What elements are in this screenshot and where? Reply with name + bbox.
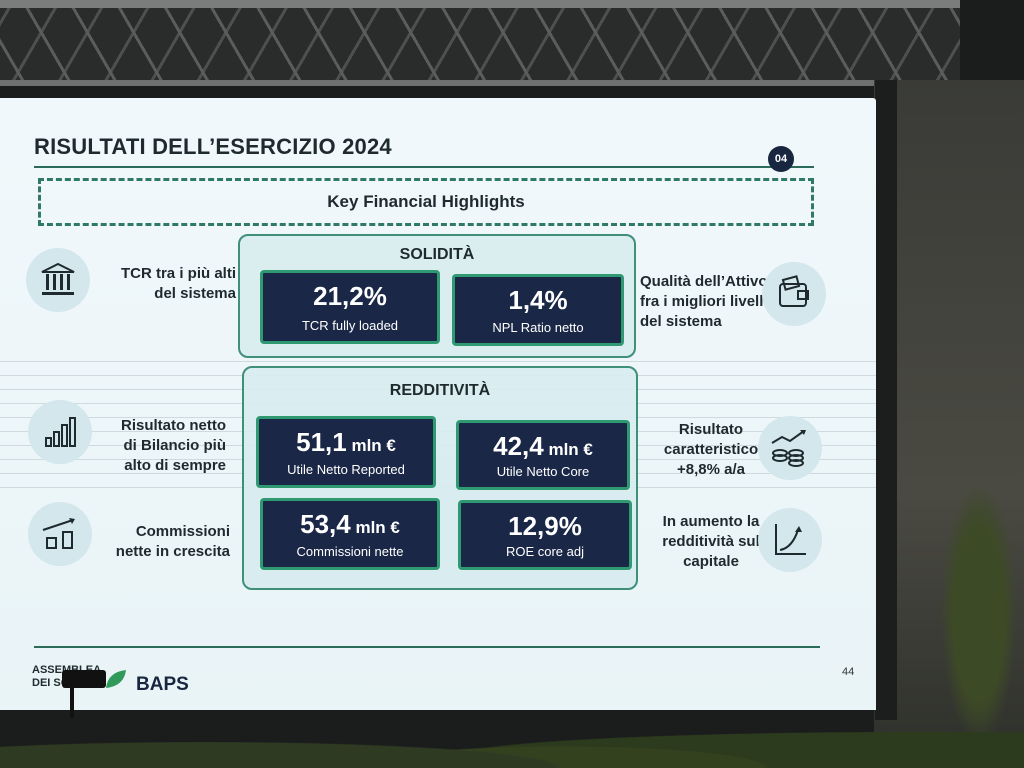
kpi-value: 51,1 mln € <box>296 427 396 457</box>
kpi-value: 42,4 mln € <box>493 431 593 461</box>
footer-rule <box>34 646 820 648</box>
kpi-commissioni: 53,4 mln € Commissioni nette <box>260 498 440 570</box>
slide-title: RISULTATI DELL’ESERCIZIO 2024 <box>34 134 392 159</box>
kpi-label: Utile Netto Core <box>496 464 590 479</box>
kpi-roe: 12,9% ROE core adj <box>458 500 632 570</box>
plants-foreground <box>0 708 1024 768</box>
line-chart-icon <box>758 508 822 572</box>
camera-tripod <box>70 688 74 718</box>
kpi-utile-reported: 51,1 mln € Utile Netto Reported <box>256 416 436 488</box>
kpi-value: 53,4 mln € <box>300 509 400 539</box>
stage-pole <box>875 80 897 720</box>
brand-logo: BAPS <box>136 674 189 695</box>
redditivita-heading: REDDITIVITÀ <box>389 382 491 399</box>
note-tcr: TCR tra i più alti del sistema <box>120 265 236 302</box>
redditivita-panel: REDDITIVITÀ 51,1 mln € Utile Netto Repor… <box>242 366 638 590</box>
wallet-icon <box>762 262 826 326</box>
note-risultato-netto: Risultato netto di Bilancio più alto di … <box>121 417 226 474</box>
coins-trend-icon <box>758 416 822 480</box>
note-redditivita-capitale: In aumento la redditività sul capitale <box>662 513 760 570</box>
note-qualita-attivo: Qualità dell’Attivo fra i migliori livel… <box>640 273 768 330</box>
truss-bar <box>0 0 960 8</box>
title-rule <box>34 166 814 168</box>
bar-chart-icon <box>28 400 92 464</box>
kpi-npl: 1,4% NPL Ratio netto <box>452 274 624 346</box>
kpi-value: 1,4% <box>508 285 568 315</box>
growth-boxes-icon <box>28 502 92 566</box>
leaf-logo-icon <box>104 668 130 695</box>
kpi-label: Utile Netto Reported <box>287 462 405 477</box>
stage-truss <box>0 0 960 86</box>
kpi-utile-core: 42,4 mln € Utile Netto Core <box>456 420 630 490</box>
kpi-label: NPL Ratio netto <box>492 320 584 335</box>
kpi-label: TCR fully loaded <box>301 318 399 333</box>
page-number: 44 <box>842 666 855 678</box>
projection-screen: RISULTATI DELL’ESERCIZIO 2024 04 Key Fin… <box>0 98 876 710</box>
note-commissioni: Commissioni nette in crescita <box>115 523 230 560</box>
audience-camera <box>62 670 106 688</box>
section-badge: 04 <box>768 146 794 172</box>
kpi-value: 12,9% <box>508 511 582 541</box>
kpi-value: 21,2% <box>313 281 387 311</box>
note-risultato-caratteristico: Risultato caratteristico +8,8% a/a <box>663 421 759 478</box>
kpi-label: ROE core adj <box>505 544 585 559</box>
solidita-heading: SOLIDITÀ <box>399 246 475 263</box>
kpi-tcr: 21,2% TCR fully loaded <box>260 270 440 344</box>
bank-icon <box>26 248 90 312</box>
solidita-panel: SOLIDITÀ 21,2% TCR fully loaded 1,4% NPL… <box>238 234 636 358</box>
highlights-heading: Key Financial Highlights <box>38 178 814 226</box>
kpi-label: Commissioni nette <box>296 544 404 559</box>
